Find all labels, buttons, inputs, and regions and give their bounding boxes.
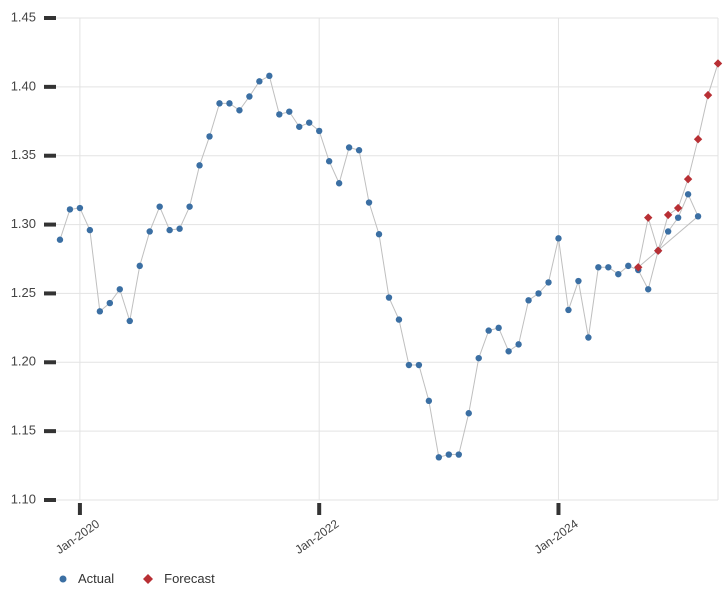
legend-item-actual: Actual (58, 571, 114, 586)
svg-text:1.35: 1.35 (11, 147, 36, 162)
svg-text:1.10: 1.10 (11, 491, 36, 506)
svg-text:1.25: 1.25 (11, 285, 36, 300)
svg-text:1.40: 1.40 (11, 78, 36, 93)
legend: Actual Forecast (58, 571, 215, 586)
legend-item-forecast: Forecast (142, 571, 215, 586)
legend-label-forecast: Forecast (164, 571, 215, 586)
chart-svg: 1.101.151.201.251.301.351.401.45Jan-2020… (0, 0, 728, 600)
legend-marker-forecast (142, 573, 154, 585)
exchange-rate-chart: 1.101.151.201.251.301.351.401.45Jan-2020… (0, 0, 728, 600)
svg-text:1.15: 1.15 (11, 423, 36, 438)
legend-marker-actual (58, 574, 68, 584)
svg-text:1.30: 1.30 (11, 216, 36, 231)
svg-text:1.20: 1.20 (11, 354, 36, 369)
svg-text:1.45: 1.45 (11, 9, 36, 24)
legend-label-actual: Actual (78, 571, 114, 586)
